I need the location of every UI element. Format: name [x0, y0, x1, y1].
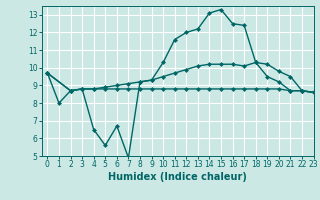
X-axis label: Humidex (Indice chaleur): Humidex (Indice chaleur)	[108, 172, 247, 182]
